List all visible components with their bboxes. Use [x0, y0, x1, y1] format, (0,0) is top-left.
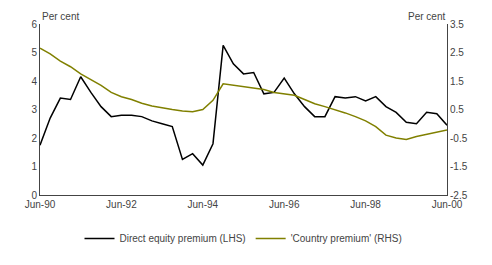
svg-text:'Country premium' (RHS): 'Country premium' (RHS) [291, 233, 402, 244]
svg-text:2: 2 [31, 133, 37, 144]
svg-text:0.5: 0.5 [450, 104, 464, 115]
svg-text:3: 3 [31, 104, 37, 115]
svg-text:Jun-98: Jun-98 [350, 199, 381, 210]
svg-text:-2.5: -2.5 [450, 190, 468, 201]
svg-text:Jun-92: Jun-92 [106, 199, 137, 210]
svg-text:Jun-94: Jun-94 [188, 199, 219, 210]
svg-text:2.5: 2.5 [450, 47, 464, 58]
svg-text:6: 6 [31, 19, 37, 30]
svg-text:-1.5: -1.5 [450, 161, 468, 172]
svg-text:Per cent: Per cent [42, 11, 79, 22]
svg-text:Direct equity premium (LHS): Direct equity premium (LHS) [120, 233, 246, 244]
svg-text:4: 4 [31, 76, 37, 87]
svg-text:Per cent: Per cent [408, 11, 445, 22]
svg-text:1: 1 [31, 161, 37, 172]
svg-text:1.5: 1.5 [450, 76, 464, 87]
svg-text:-0.5: -0.5 [450, 133, 468, 144]
svg-text:Jun-90: Jun-90 [25, 199, 56, 210]
svg-text:3.5: 3.5 [450, 19, 464, 30]
svg-text:Jun-00: Jun-00 [432, 199, 463, 210]
svg-text:5: 5 [31, 47, 37, 58]
svg-text:Jun-96: Jun-96 [269, 199, 300, 210]
svg-text:0: 0 [31, 190, 37, 201]
